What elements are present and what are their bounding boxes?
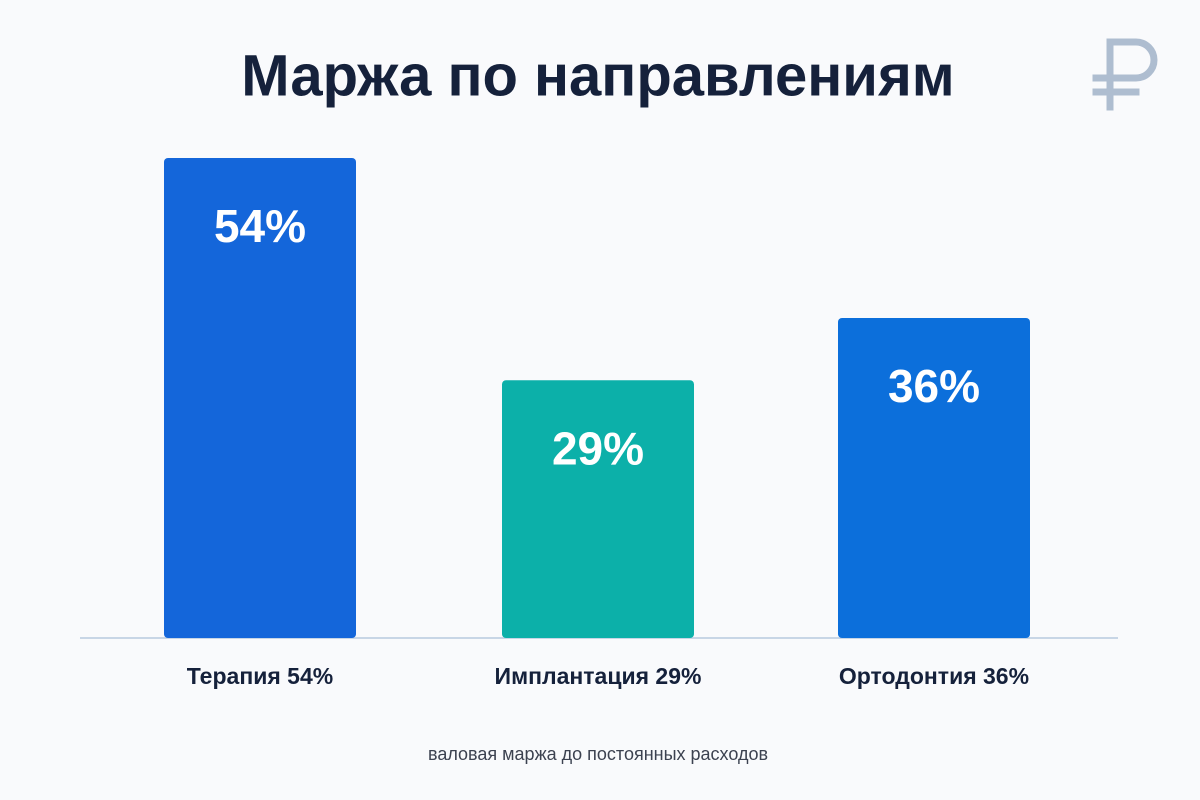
- value-label: 54%: [214, 200, 306, 252]
- chart-note: валовая маржа до постоянных расходов: [428, 744, 768, 764]
- value-label: 36%: [888, 360, 980, 412]
- category-label: Терапия 54%: [187, 663, 333, 689]
- chart-title: Маржа по направлениям: [241, 43, 954, 108]
- value-label: 29%: [552, 422, 644, 474]
- ruble-icon: [1092, 38, 1158, 111]
- bar: [164, 158, 356, 638]
- category-label: Ортодонтия 36%: [839, 663, 1029, 689]
- category-label: Имплантация 29%: [495, 663, 702, 689]
- bar: [838, 318, 1030, 638]
- bar: [502, 380, 694, 638]
